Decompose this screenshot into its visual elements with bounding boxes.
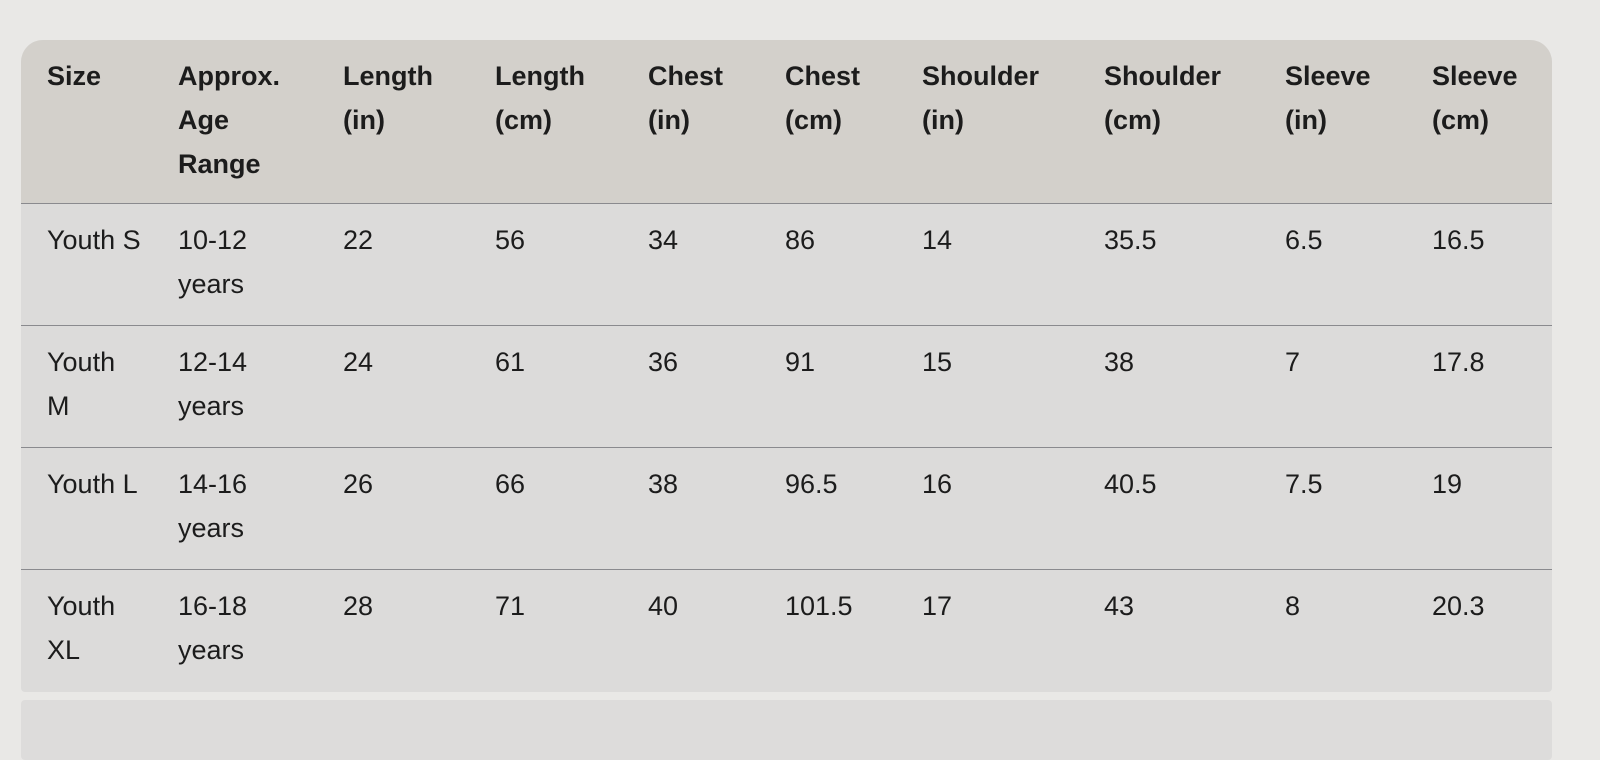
- table-cell: 6.5: [1259, 202, 1406, 325]
- column-header: Chest (cm): [759, 40, 896, 203]
- column-header: Size: [21, 40, 152, 203]
- table-row: Youth M 12-14 years 24 61 36 91 15 38 7 17.8: [21, 324, 1552, 447]
- table-cell: 43: [1078, 568, 1259, 691]
- column-header: Shoulder (in): [896, 40, 1078, 203]
- table-cell: 28: [317, 568, 469, 691]
- table-cell: 14: [896, 202, 1078, 325]
- table-cell: 101.5: [759, 568, 896, 691]
- table-cell: 40.5: [1078, 446, 1259, 569]
- table-cell: 16-18 years: [152, 568, 317, 691]
- table-cell: 7: [1259, 324, 1406, 447]
- table-cell: 14-16 years: [152, 446, 317, 569]
- table-cell: 20.3: [1406, 568, 1552, 691]
- column-header: Sleeve (in): [1259, 40, 1406, 203]
- table-cell: 96.5: [759, 446, 896, 569]
- table-cell: 35.5: [1078, 202, 1259, 325]
- column-header: Chest (in): [622, 40, 759, 203]
- table-cell: 38: [622, 446, 759, 569]
- column-header: Length (cm): [469, 40, 622, 203]
- table-row: Youth XL 16-18 years 28 71 40 101.5 17 43 8 20.3: [21, 568, 1552, 691]
- table-cell: 12-14 years: [152, 324, 317, 447]
- table-cell: 16.5: [1406, 202, 1552, 325]
- table-cell: 8: [1259, 568, 1406, 691]
- table-cell: 19: [1406, 446, 1552, 569]
- table-cell: Youth M: [21, 324, 152, 447]
- table-cell: 22: [317, 202, 469, 325]
- column-header: Approx. Age Range: [152, 40, 317, 203]
- size-chart-table-card: Size Approx. Age Range Length (in) Length (…: [21, 40, 1552, 692]
- table-cell: 17: [896, 568, 1078, 691]
- table-cell: 36: [622, 324, 759, 447]
- column-header: Sleeve (cm): [1406, 40, 1552, 203]
- size-chart-table: Size Approx. Age Range Length (in) Length (…: [21, 40, 1552, 691]
- table-cell: 86: [759, 202, 896, 325]
- table-row: Youth S 10-12 years 22 56 34 86 14 35.5 6.5 16.5: [21, 202, 1552, 325]
- table-cell: 91: [759, 324, 896, 447]
- table-header-row: Size Approx. Age Range Length (in) Length (…: [21, 40, 1552, 203]
- table-cell: 26: [317, 446, 469, 569]
- table-cell: Youth XL: [21, 568, 152, 691]
- table-row: Youth L 14-16 years 26 66 38 96.5 16 40.5 7.5 19: [21, 446, 1552, 569]
- table-cell: 15: [896, 324, 1078, 447]
- table-cell: 17.8: [1406, 324, 1552, 447]
- table-cell: 10-12 years: [152, 202, 317, 325]
- table-cell: 24: [317, 324, 469, 447]
- column-header: Length (in): [317, 40, 469, 203]
- column-header: Shoulder (cm): [1078, 40, 1259, 203]
- table-cell: 66: [469, 446, 622, 569]
- table-cell: 7.5: [1259, 446, 1406, 569]
- table-cell: 16: [896, 446, 1078, 569]
- table-cell: 34: [622, 202, 759, 325]
- next-content-block: [21, 700, 1552, 760]
- table-cell: Youth L: [21, 446, 152, 569]
- table-cell: 61: [469, 324, 622, 447]
- table-cell: 38: [1078, 324, 1259, 447]
- table-cell: 71: [469, 568, 622, 691]
- table-cell: 56: [469, 202, 622, 325]
- table-cell: 40: [622, 568, 759, 691]
- table-cell: Youth S: [21, 202, 152, 325]
